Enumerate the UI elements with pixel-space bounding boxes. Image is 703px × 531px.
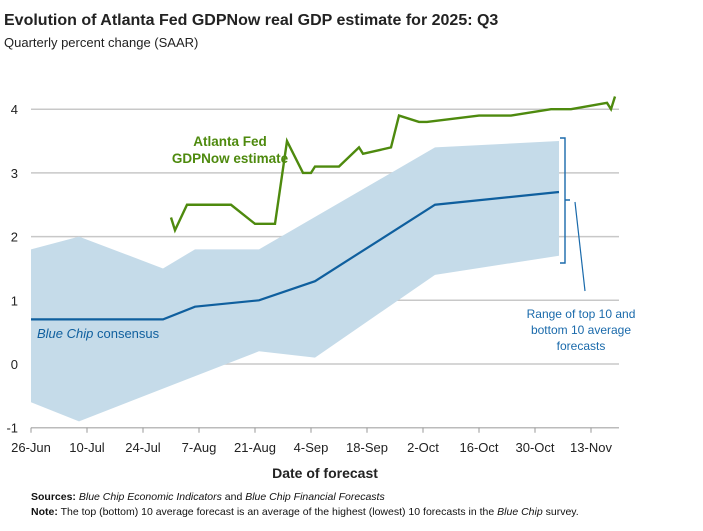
chart-subtitle: Quarterly percent change (SAAR) — [4, 35, 199, 50]
x-tick-label: 16-Oct — [459, 440, 498, 455]
gdpnow-label-line2: GDPNow estimate — [172, 151, 289, 166]
x-tick-label: 7-Aug — [182, 440, 217, 455]
consensus-label-italic: Blue Chip — [37, 326, 93, 341]
gdpnow-line — [169, 96, 617, 234]
consensus-line — [31, 190, 560, 321]
x-tick-label: 4-Sep — [294, 440, 329, 455]
note-label: Note: — [31, 506, 58, 518]
x-tick-label: 18-Sep — [346, 440, 388, 455]
method-note: Note: The top (bottom) 10 average foreca… — [31, 506, 579, 518]
chart-title: Evolution of Atlanta Fed GDPNow real GDP… — [4, 12, 499, 29]
x-axis-title: Date of forecast — [272, 465, 378, 481]
x-tick-label: 21-Aug — [234, 440, 276, 455]
sources-label: Sources: — [31, 491, 76, 503]
note-text: The top (bottom) 10 average forecast is … — [57, 506, 498, 518]
y-tick-label: 0 — [11, 357, 18, 372]
gdpnow-label-line1: Atlanta Fed — [193, 134, 267, 149]
band-label-line2: bottom 10 average — [531, 323, 631, 337]
sources-italic-2: Blue Chip Financial Forecasts — [245, 491, 385, 503]
sources-italic-1: Blue Chip Economic Indicators — [78, 491, 222, 503]
y-tick-label: -1 — [6, 421, 18, 436]
sources-and: and — [221, 491, 246, 503]
consensus-label-rest: consensus — [93, 326, 159, 341]
consensus-label: Blue Chip consensus — [37, 326, 160, 341]
y-tick-label: 2 — [11, 230, 18, 245]
y-tick-label: 4 — [11, 102, 18, 117]
annotation-leader-line — [574, 201, 586, 292]
range-bracket — [560, 137, 570, 264]
x-tick-label: 13-Nov — [570, 440, 612, 455]
x-tick-label: 24-Jul — [125, 440, 161, 455]
forecast-range-band — [31, 141, 559, 422]
x-tick-label: 26-Jun — [11, 440, 51, 455]
band-label-line1: Range of top 10 and — [527, 307, 636, 321]
sources-note: Sources: Blue Chip Economic Indicators a… — [31, 491, 385, 503]
x-tick-label: 2-Oct — [407, 440, 439, 455]
x-tick-label: 30-Oct — [515, 440, 554, 455]
note-italic: Blue Chip — [497, 506, 543, 518]
note-end: survey. — [542, 506, 579, 518]
y-tick-label: 3 — [11, 166, 18, 181]
x-tick-label: 10-Jul — [69, 440, 105, 455]
y-tick-label: 1 — [11, 293, 18, 308]
band-label-line3: forecasts — [557, 339, 606, 353]
